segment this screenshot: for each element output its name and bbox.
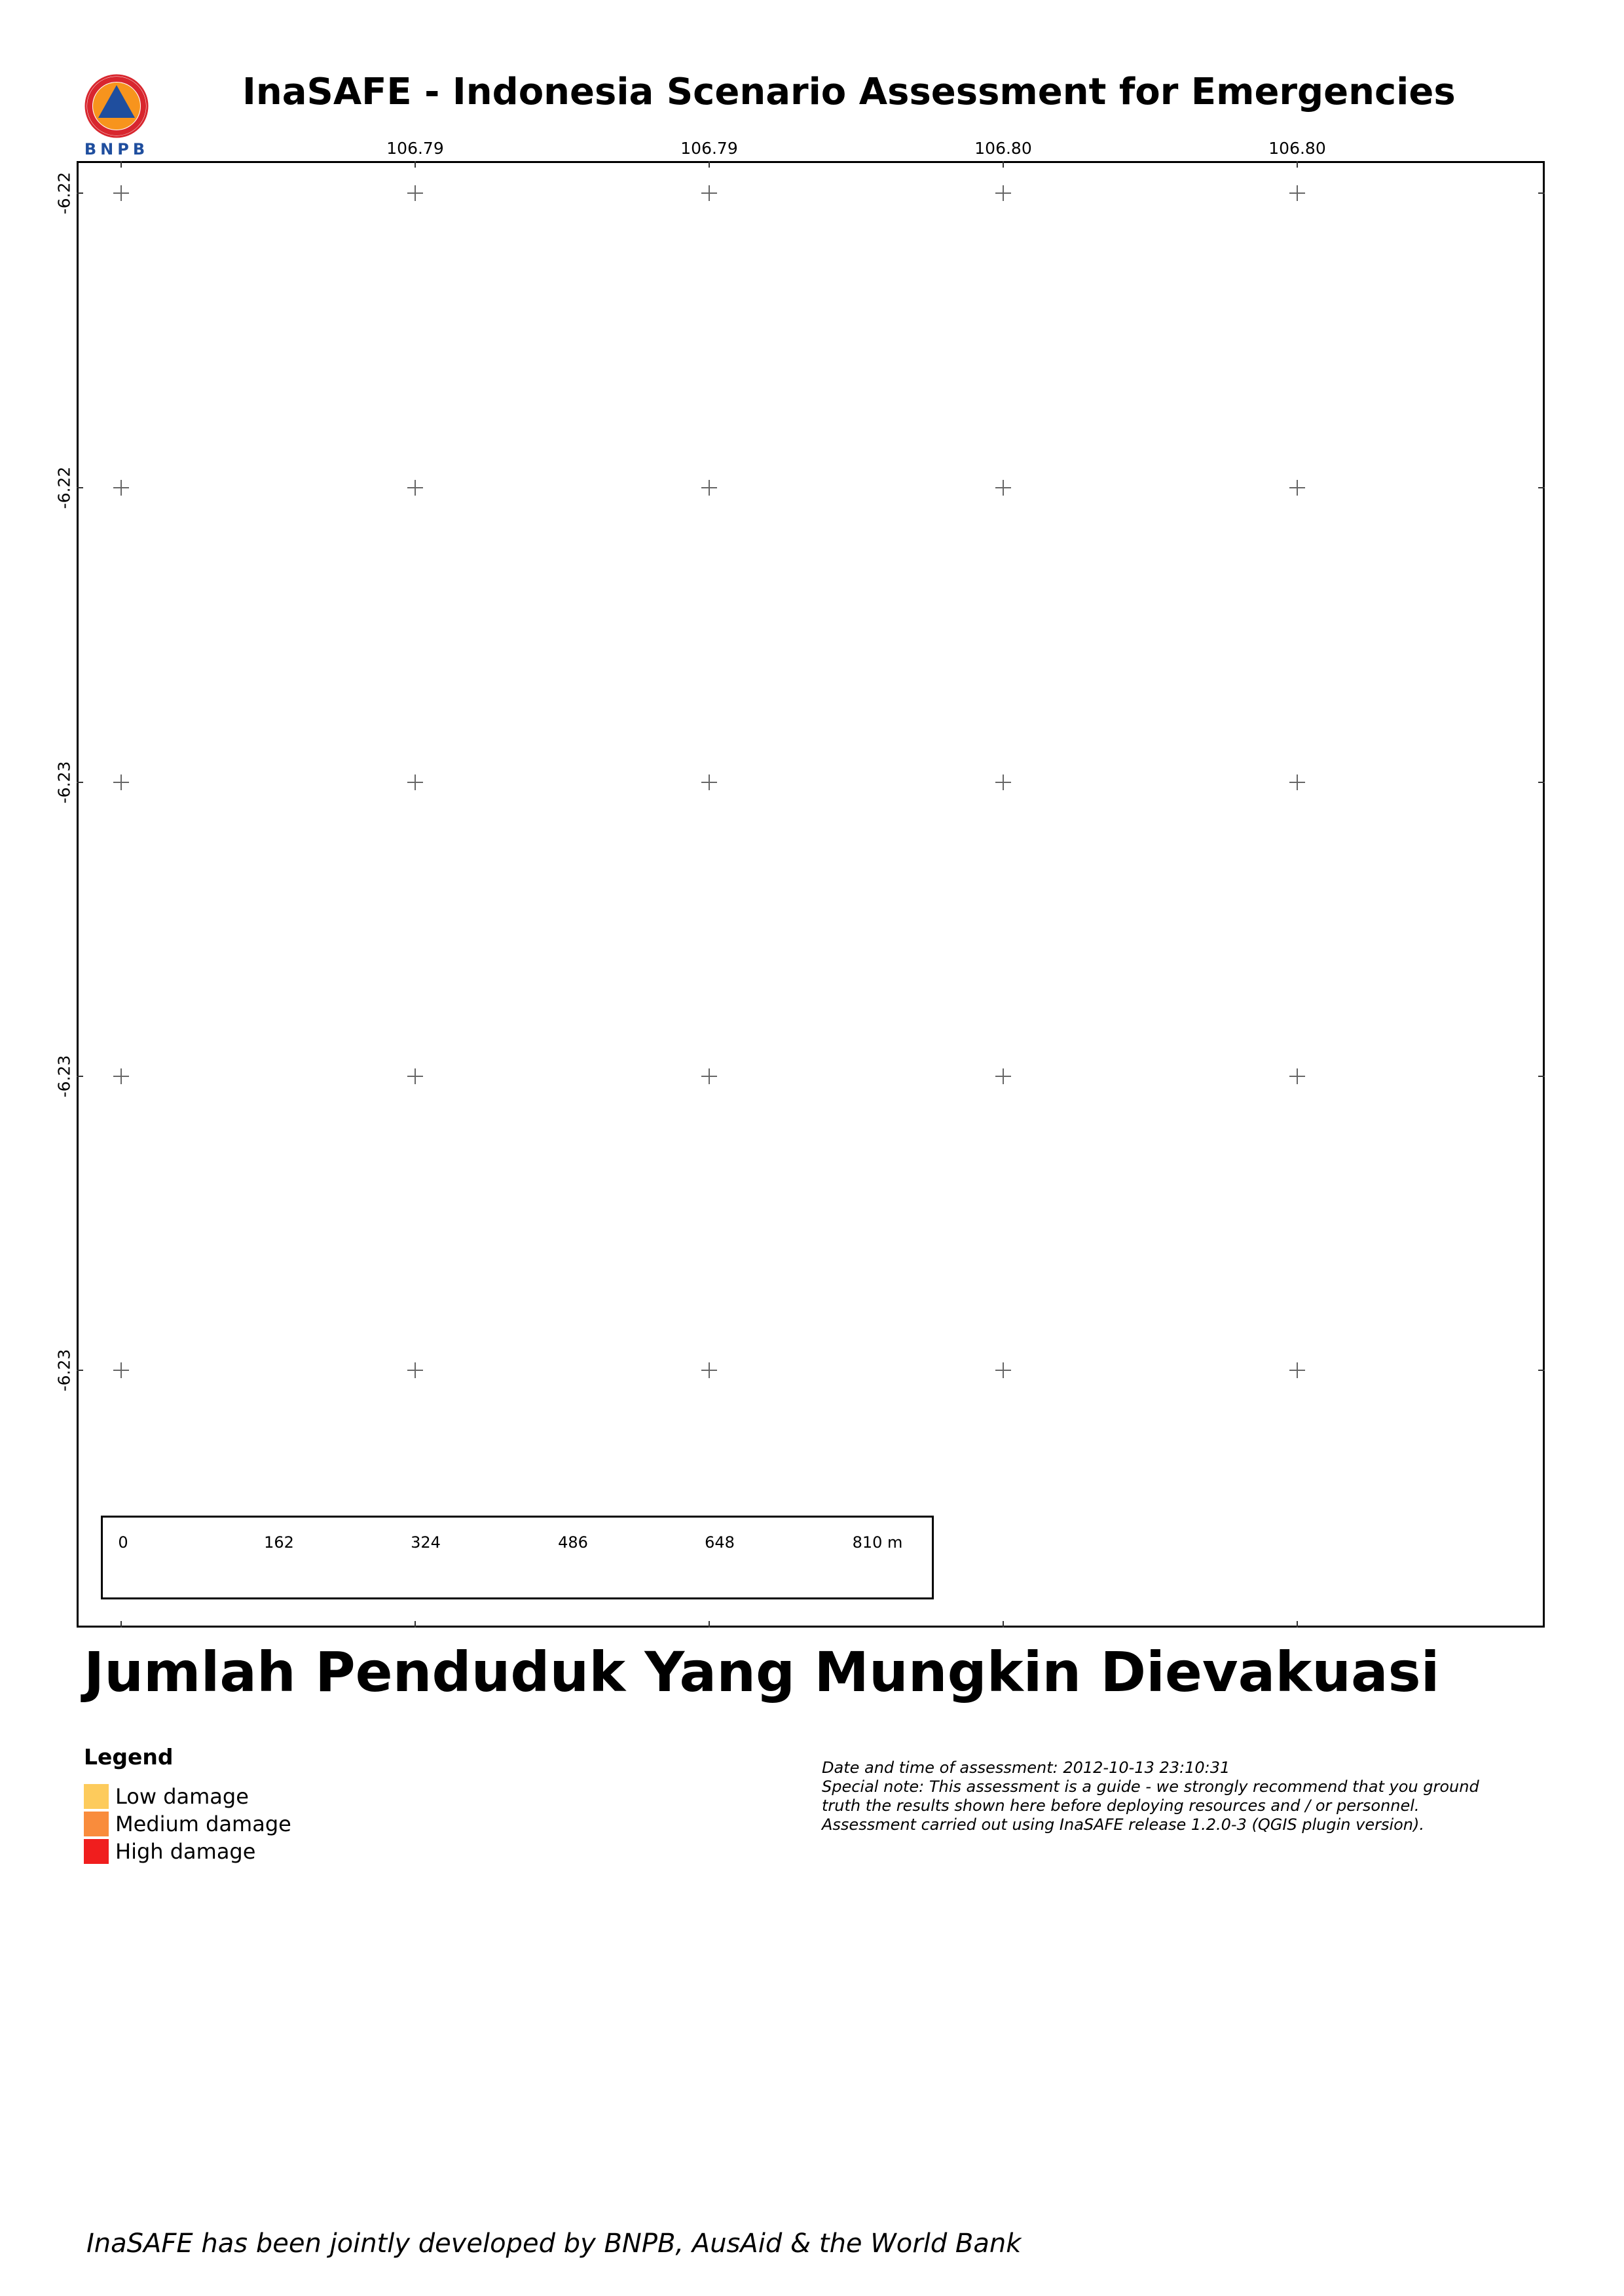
legend-label: Medium damage bbox=[115, 1812, 291, 1836]
legend-item: Low damage bbox=[84, 1783, 249, 1810]
longitude-label: 106.79 bbox=[680, 139, 738, 158]
legend-item: Medium damage bbox=[84, 1811, 291, 1837]
scale-bar-label: 486 bbox=[558, 1533, 588, 1552]
latitude-label: -6.23 bbox=[54, 1055, 74, 1098]
legend-swatch-medium bbox=[84, 1812, 109, 1836]
scale-bar-label: 810 m bbox=[852, 1533, 903, 1552]
legend-title: Legend bbox=[84, 1744, 174, 1770]
scale-bar-label: 324 bbox=[411, 1533, 441, 1552]
special-note-cont: truth the results shown here before depl… bbox=[822, 1796, 1420, 1815]
assessment-notes: Date and time of assessment: 2012-10-13 … bbox=[822, 1758, 1555, 1834]
legend-label: Low damage bbox=[115, 1784, 249, 1809]
legend-label: High damage bbox=[115, 1839, 256, 1864]
report-title: InaSAFE - Indonesia Scenario Assessment … bbox=[242, 71, 1456, 113]
bnpb-emblem-icon: BNPB bbox=[84, 74, 149, 158]
legend-item: High damage bbox=[84, 1838, 255, 1865]
map-title: Jumlah Penduduk Yang Mungkin Dievakuasi bbox=[84, 1640, 1440, 1704]
latitude-label: -6.22 bbox=[54, 172, 74, 215]
latitude-label: -6.23 bbox=[54, 1349, 74, 1392]
special-note: Special note: This assessment is a guide… bbox=[822, 1777, 1479, 1796]
logo-text: BNPB bbox=[84, 140, 149, 158]
scale-bar-label: 162 bbox=[264, 1533, 294, 1552]
longitude-label: 106.79 bbox=[386, 139, 444, 158]
legend-swatch-high bbox=[84, 1839, 109, 1864]
latitude-label: -6.23 bbox=[54, 761, 74, 804]
legend-swatch-low bbox=[84, 1784, 109, 1809]
scale-bar-label: 648 bbox=[705, 1533, 735, 1552]
latitude-label: -6.22 bbox=[54, 466, 74, 509]
footer-credit: InaSAFE has been jointly developed by BN… bbox=[86, 2229, 1022, 2259]
longitude-label: 106.80 bbox=[974, 139, 1032, 158]
assessment-date: Date and time of assessment: 2012-10-13 … bbox=[822, 1758, 1230, 1777]
release-note: Assessment carried out using InaSAFE rel… bbox=[822, 1815, 1425, 1834]
map-canvas bbox=[77, 161, 1545, 1628]
longitude-label: 106.80 bbox=[1268, 139, 1326, 158]
scale-bar-box bbox=[101, 1516, 934, 1599]
scale-bar-label: 0 bbox=[118, 1533, 128, 1552]
bnpb-logo: BNPB bbox=[84, 73, 149, 158]
